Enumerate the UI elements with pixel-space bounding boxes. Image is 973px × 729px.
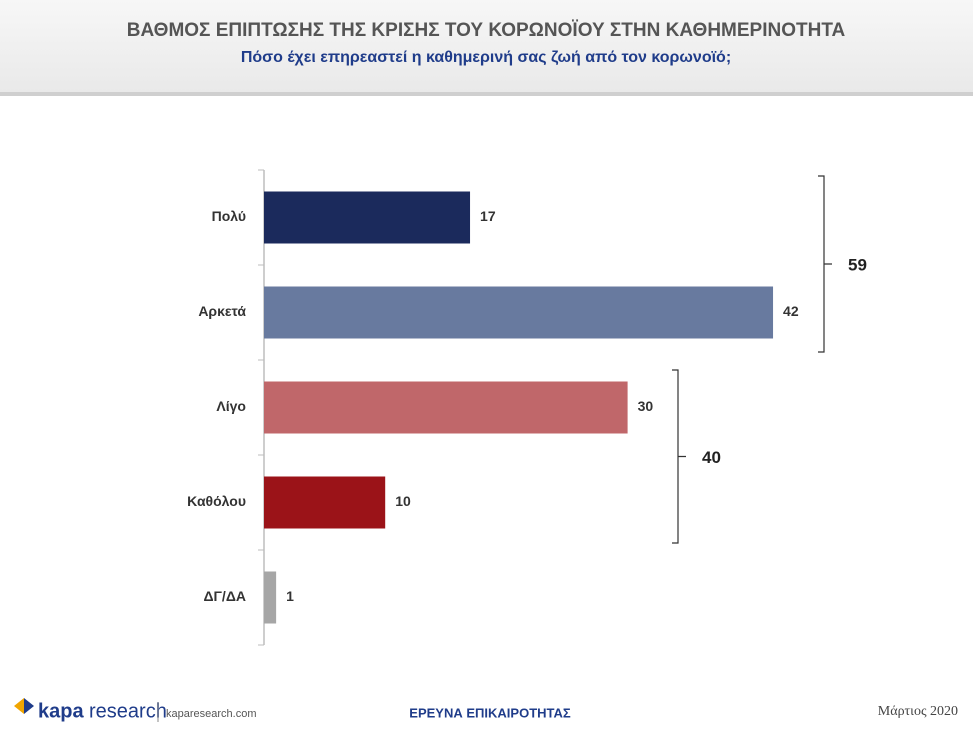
logo-mark bbox=[14, 698, 24, 714]
header-rule bbox=[0, 92, 973, 96]
value-label: 42 bbox=[783, 303, 799, 319]
bar bbox=[264, 381, 628, 434]
category-label: Λίγο bbox=[216, 398, 246, 414]
bracket bbox=[818, 175, 832, 353]
category-label: Πολύ bbox=[212, 208, 246, 224]
category-label: ΔΓ/ΔΑ bbox=[203, 588, 246, 604]
bar bbox=[264, 286, 774, 339]
category-label: Αρκετά bbox=[198, 303, 246, 319]
footer: kapa research kaparesearch.com ΕΡΕΥΝΑ ΕΠ… bbox=[14, 698, 958, 722]
footer-center: ΕΡΕΥΝΑ ΕΠΙΚΑΙΡΟΤΗΤΑΣ bbox=[409, 705, 571, 720]
value-label: 1 bbox=[286, 588, 294, 604]
group-total: 59 bbox=[848, 255, 867, 274]
footer-date: Μάρτιος 2020 bbox=[878, 704, 958, 719]
logo-text: kapa bbox=[38, 700, 84, 722]
bar bbox=[264, 191, 471, 244]
chart-subtitle: Πόσο έχει επηρεαστεί η καθημερινή σας ζω… bbox=[241, 49, 731, 66]
bracket bbox=[672, 369, 686, 544]
logo-text: research bbox=[89, 700, 167, 722]
website: kaparesearch.com bbox=[166, 708, 257, 720]
header-band bbox=[0, 0, 973, 92]
logo-mark bbox=[24, 698, 34, 714]
value-label: 30 bbox=[638, 398, 654, 414]
group-total: 40 bbox=[702, 448, 721, 467]
bar bbox=[264, 571, 277, 624]
category-label: Καθόλου bbox=[187, 493, 246, 509]
value-label: 10 bbox=[395, 493, 411, 509]
chart-title: ΒΑΘΜΟΣ ΕΠΙΠΤΩΣΗΣ ΤΗΣ ΚΡΙΣΗΣ ΤΟΥ ΚΟΡΩΝΟΪΟ… bbox=[127, 20, 846, 41]
value-label: 17 bbox=[480, 208, 496, 224]
bar bbox=[264, 476, 386, 529]
